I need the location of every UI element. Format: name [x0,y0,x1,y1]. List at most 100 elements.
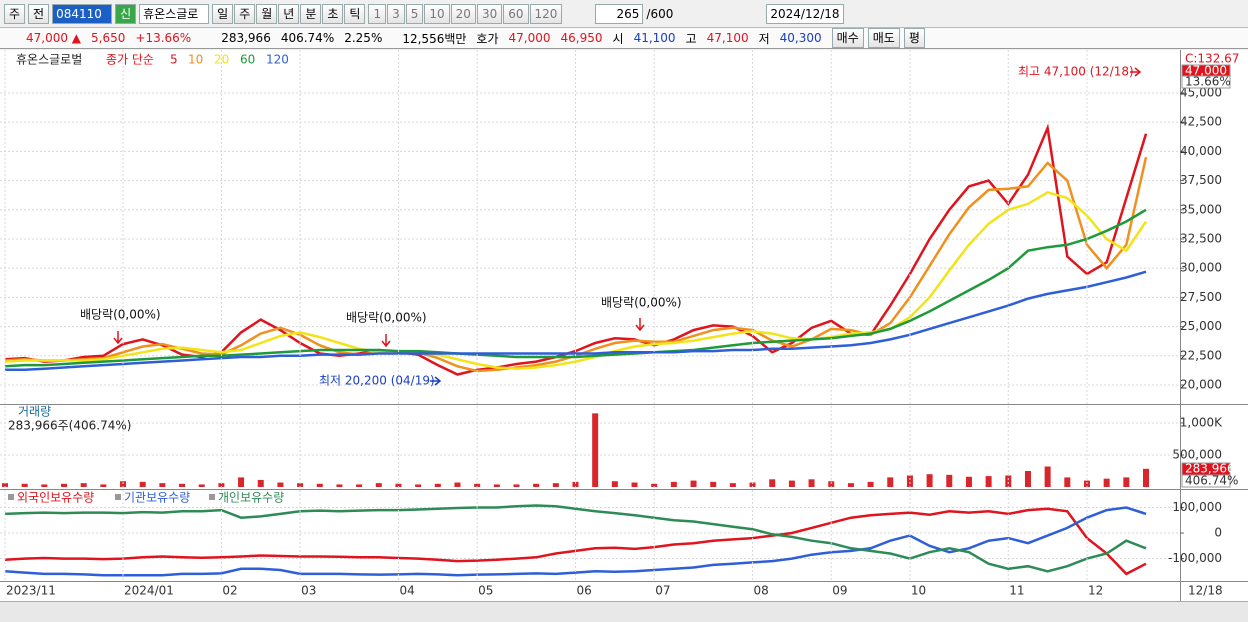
annotation-arrow [381,334,391,348]
annotation: 최저 20,200 (04/19) [319,374,435,388]
x-tick-label: 04 [399,584,414,598]
ask-label: 호가 [476,31,499,46]
period-button[interactable]: 주 [234,3,256,24]
side-label: 406.74% [1185,474,1238,488]
y-tick-label: 37,500 [1180,173,1222,187]
volume-bar [611,481,618,487]
y-tick-label: 45,000 [1180,85,1222,99]
annotation: 최고 47,100 (12/18) [1018,65,1134,79]
legend-entry: 60 [240,53,255,67]
y-tick-label: 42,500 [1180,115,1222,129]
annotation-arrow [430,376,442,386]
count[interactable]: 265 [595,3,644,24]
y-tick-label: -100,000 [1168,551,1222,565]
volume-bar [552,483,559,487]
volume-bar [1103,478,1110,487]
volume-bar [729,483,736,487]
volume-ratio: 406.74% [280,31,335,45]
pane-title: 거래량 [18,405,51,419]
annotation: 배당락(0,00%) [80,308,161,322]
period-button[interactable]: 분 [300,3,322,24]
legend-swatch [8,494,14,500]
period-button[interactable]: 월 [256,3,278,24]
order-button[interactable]: 평 [903,28,925,48]
x-tick-label: 2023/11 [6,584,56,598]
volume-bar [592,413,599,487]
x-tick-label: 11 [1009,584,1024,598]
interval-button[interactable]: 1 [368,3,387,24]
x-tick-label: 02 [222,584,237,598]
interval-button[interactable]: 10 [424,3,450,24]
prefix[interactable]: 전 [28,3,50,24]
series-line [4,506,1147,577]
annotation-arrow [635,318,645,332]
period-button[interactable]: 틱 [344,3,366,24]
x-end-label: 12/18 [1188,584,1223,598]
scrollbar[interactable] [0,601,1248,622]
annotation-arrow [113,331,123,345]
volume-bar [867,481,874,487]
order-button[interactable]: 매도 [867,28,900,48]
y-tick-label: 22,500 [1180,348,1222,362]
x-tick-label: 06 [577,584,592,598]
interval-button[interactable]: 120 [529,3,563,24]
volume-bar [434,483,441,487]
order-button[interactable]: 매수 [831,28,864,48]
date-input[interactable]: 2024/12/18 [766,3,844,24]
volume-bar [336,484,343,487]
interval-button[interactable]: 3 [387,3,405,24]
volume-bar [375,483,382,487]
volume-bar [906,475,913,487]
volume-bar [21,483,28,487]
volume-bar [139,481,146,487]
y-tick-label: 1,000K [1180,415,1223,429]
series-line [4,190,1148,370]
interval-button[interactable]: 20 [450,3,476,24]
interval-button[interactable]: 5 [405,3,424,24]
volume-bar [277,482,284,487]
y-tick-label: 35,000 [1180,202,1222,216]
bid: 46,950 [560,31,603,45]
volume-bar [631,482,638,487]
volume: 283,966 [221,31,271,45]
volume-bar [179,483,186,487]
market-select[interactable]: 주 [4,3,26,24]
volume-bar [257,479,264,487]
legend-title: 종가 단순 [106,53,154,67]
pane-title: 휴온스글로벌 [16,53,82,67]
y-tick-label: 0 [1214,526,1222,540]
volume-bar [198,484,205,487]
y-tick-label: 30,000 [1180,261,1222,275]
volume-bar [493,484,500,487]
interval-button[interactable]: 30 [476,3,503,24]
chart-background [0,50,1248,601]
volume-bar [218,483,225,487]
period-button[interactable]: 일 [212,3,234,24]
x-tick-label: 03 [301,584,316,598]
interval-button[interactable]: 60 [503,3,529,24]
volume-bar [985,476,992,487]
legend-swatch [209,494,215,500]
annotation: 배당락(0,00%) [601,296,682,310]
badge: 신 [115,3,137,24]
volume-bar [61,483,68,487]
period-button[interactable]: 초 [322,3,344,24]
volume-bar [887,477,894,487]
volume-bar [415,484,422,487]
legend-entry: 10 [188,53,203,67]
low: 40,300 [779,31,822,45]
side-label: 13.66% [1185,75,1231,89]
legend-entry: 외국인보유수량 [17,491,94,505]
volume-bar [238,477,245,487]
legend-swatch [115,494,121,500]
series-line [5,270,1147,372]
quote-bar: 47,000 ▲ 5,650 +13.66% 283,966 406.74% 2… [0,28,1248,49]
legend-entry: 20 [214,53,229,67]
stock-name[interactable]: 휴온스글로 [139,3,210,24]
y-tick-label: 25,000 [1180,319,1222,333]
code-input[interactable]: 084110 [52,3,113,24]
period-button[interactable]: 년 [278,3,300,24]
side-label-box [1181,75,1231,89]
volume-bar [828,481,835,487]
